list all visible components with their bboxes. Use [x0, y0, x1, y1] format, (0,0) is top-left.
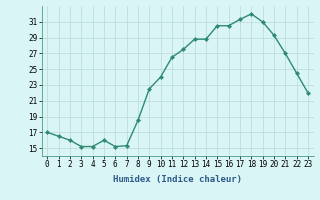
X-axis label: Humidex (Indice chaleur): Humidex (Indice chaleur) [113, 175, 242, 184]
